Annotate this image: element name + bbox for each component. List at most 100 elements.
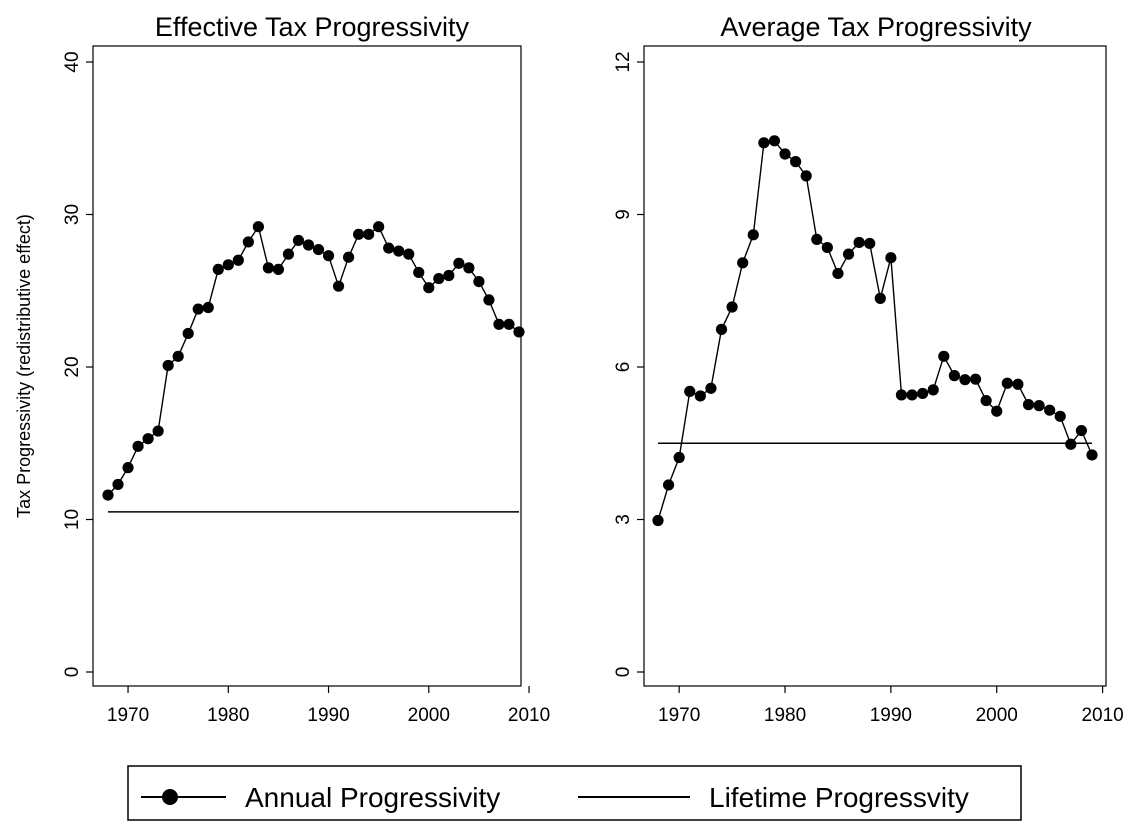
y-tick-label: 6 [613, 362, 634, 373]
y-tick-label: 0 [62, 667, 83, 678]
data-point [423, 282, 435, 294]
data-point [917, 387, 929, 400]
data-point [433, 272, 445, 285]
y-tick-label: 0 [613, 667, 634, 678]
data-point [737, 257, 749, 269]
data-point [1001, 377, 1013, 389]
legend-swatch-annual-dot [162, 789, 178, 805]
data-point [768, 135, 781, 147]
data-point [1065, 438, 1077, 450]
data-point [503, 318, 515, 330]
axes: 0 3 6 9 12 1970 1980 1990 2000 2010 [613, 51, 1124, 726]
data-point [1012, 378, 1024, 390]
legend-label-lifetime: Lifetime Progressvity [709, 782, 969, 813]
data-point [322, 250, 335, 262]
data-point [864, 237, 876, 250]
data-point [885, 252, 897, 264]
data-point [927, 384, 939, 396]
data-point [162, 359, 174, 372]
x-tick-label: 1990 [307, 705, 349, 726]
x-tick-label: 2010 [1081, 705, 1123, 726]
data-marks [652, 135, 1098, 527]
data-point [383, 242, 395, 254]
x-tick-label: 1970 [107, 705, 149, 726]
data-point [312, 243, 325, 256]
data-point [292, 234, 305, 247]
x-tick-label: 2010 [508, 705, 550, 726]
data-point [242, 236, 254, 248]
x-tick-label: 2000 [976, 705, 1018, 726]
data-point [811, 233, 823, 246]
panel-title: Average Tax Progressivity [720, 12, 1032, 42]
data-point [393, 245, 405, 257]
data-point [1086, 449, 1098, 461]
data-point [705, 382, 717, 394]
panel-average: Average Tax Progressivity 0 3 6 9 12 1970 1980… [613, 12, 1124, 726]
data-point [1044, 404, 1056, 416]
x-tick-label: 1980 [764, 705, 806, 726]
data-point [212, 263, 224, 275]
y-axis-label: Tax Progressivity (redistributive effect… [14, 214, 34, 518]
data-point [353, 228, 365, 240]
data-point [142, 433, 154, 445]
data-point [453, 257, 465, 269]
panel-title: Effective Tax Progressivity [155, 12, 470, 42]
data-point [172, 350, 184, 362]
data-point [853, 236, 865, 249]
data-point [152, 425, 164, 437]
y-tick-label: 9 [613, 209, 634, 220]
data-point [192, 303, 204, 315]
data-point [513, 326, 525, 338]
data-point [874, 292, 886, 304]
plot-frame [92, 45, 522, 687]
data-point [222, 259, 234, 271]
data-point [959, 374, 971, 386]
x-tick-label: 2000 [408, 705, 450, 726]
data-point [342, 251, 355, 263]
data-point [684, 385, 696, 397]
data-point [252, 221, 264, 233]
axes: 0 10 20 30 40 1970 1980 1990 2000 2010 [62, 51, 550, 726]
data-point [747, 229, 759, 241]
data-point [132, 440, 144, 452]
data-point [906, 389, 918, 401]
data-point [1033, 400, 1045, 412]
y-tick-label: 40 [62, 51, 83, 72]
data-point [122, 462, 134, 474]
data-point [694, 390, 706, 402]
data-point [112, 478, 124, 491]
data-point [969, 373, 982, 385]
data-point [842, 248, 855, 260]
data-point [991, 405, 1003, 417]
data-point [262, 262, 274, 274]
data-point [282, 248, 295, 260]
data-point [758, 137, 770, 149]
data-point [443, 269, 455, 282]
data-point [673, 451, 685, 464]
data-marks [102, 221, 525, 513]
data-point [463, 262, 475, 274]
data-point [832, 267, 844, 280]
data-point [948, 370, 960, 382]
data-point [272, 263, 285, 275]
legend-label-annual: Annual Progressivity [245, 782, 500, 813]
data-point [790, 156, 802, 168]
data-point [403, 248, 415, 260]
data-point [1022, 399, 1035, 411]
data-point [182, 327, 194, 340]
data-point [821, 241, 833, 254]
data-point [483, 294, 495, 306]
data-point [1054, 410, 1066, 422]
legend: Annual Progressivity Lifetime Progressvi… [127, 765, 1022, 821]
data-point [652, 514, 664, 527]
data-point [202, 301, 214, 314]
data-point [938, 350, 950, 362]
data-point [1075, 424, 1088, 437]
data-point [779, 148, 791, 160]
panel-effective: Effective Tax Progressivity Tax Progress… [14, 12, 550, 726]
data-point [715, 323, 728, 335]
x-tick-label: 1990 [870, 705, 912, 726]
data-point [102, 489, 114, 501]
data-point [473, 276, 485, 288]
data-point [302, 239, 315, 251]
